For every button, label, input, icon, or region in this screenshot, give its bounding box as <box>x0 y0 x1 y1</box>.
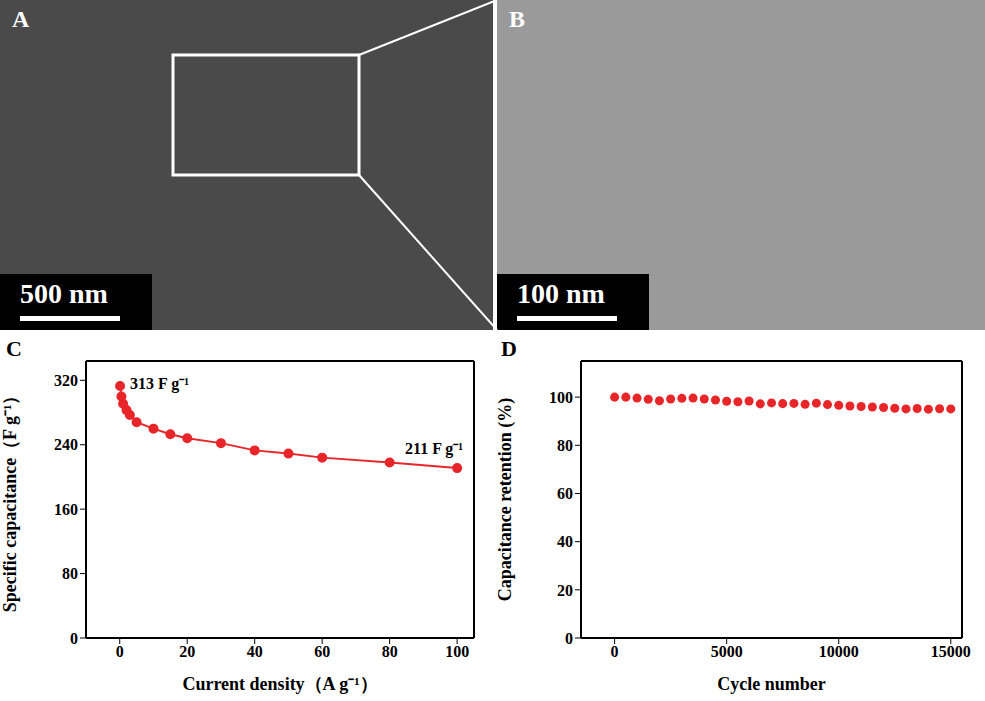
svg-text:40: 40 <box>247 643 263 660</box>
html-text:100 nm: 100 nm <box>517 278 605 309</box>
svg-text:Specific capacitance（F g⁻¹）: Specific capacitance（F g⁻¹） <box>0 387 20 613</box>
svg-text:80: 80 <box>382 643 398 660</box>
svg-text:60: 60 <box>557 485 573 502</box>
svg-text:240: 240 <box>54 436 78 453</box>
svg-text:160: 160 <box>54 501 78 518</box>
svg-text:5000: 5000 <box>711 643 743 660</box>
svg-text:80: 80 <box>62 565 78 582</box>
svg-text:20: 20 <box>557 582 573 599</box>
svg-text:40: 40 <box>557 533 573 550</box>
svg-text:320: 320 <box>54 372 78 389</box>
svg-text:0: 0 <box>611 643 619 660</box>
svg-text:0: 0 <box>116 643 124 660</box>
svg-text:60: 60 <box>314 643 330 660</box>
svg-text:Cycle number: Cycle number <box>717 674 825 694</box>
html-text:500 nm: 500 nm <box>20 278 108 309</box>
svg-text:15000: 15000 <box>931 643 971 660</box>
svg-text:100: 100 <box>549 389 573 406</box>
html-text:A: A <box>12 6 30 32</box>
html-text:C: C <box>6 336 22 361</box>
svg-text:0: 0 <box>70 630 78 647</box>
svg-text:Current density（A g⁻¹）: Current density（A g⁻¹） <box>182 674 377 694</box>
svg-text:100: 100 <box>445 643 469 660</box>
html-text:B: B <box>509 6 525 32</box>
svg-text:80: 80 <box>557 437 573 454</box>
svg-text:0: 0 <box>565 630 573 647</box>
svg-text:Capacitance retention (%): Capacitance retention (%) <box>495 398 516 602</box>
html-text:D: D <box>501 336 517 361</box>
svg-text:20: 20 <box>179 643 195 660</box>
svg-text:211 F g⁻¹: 211 F g⁻¹ <box>405 440 463 458</box>
svg-text:10000: 10000 <box>819 643 859 660</box>
svg-text:313 F g⁻¹: 313 F g⁻¹ <box>130 375 189 393</box>
